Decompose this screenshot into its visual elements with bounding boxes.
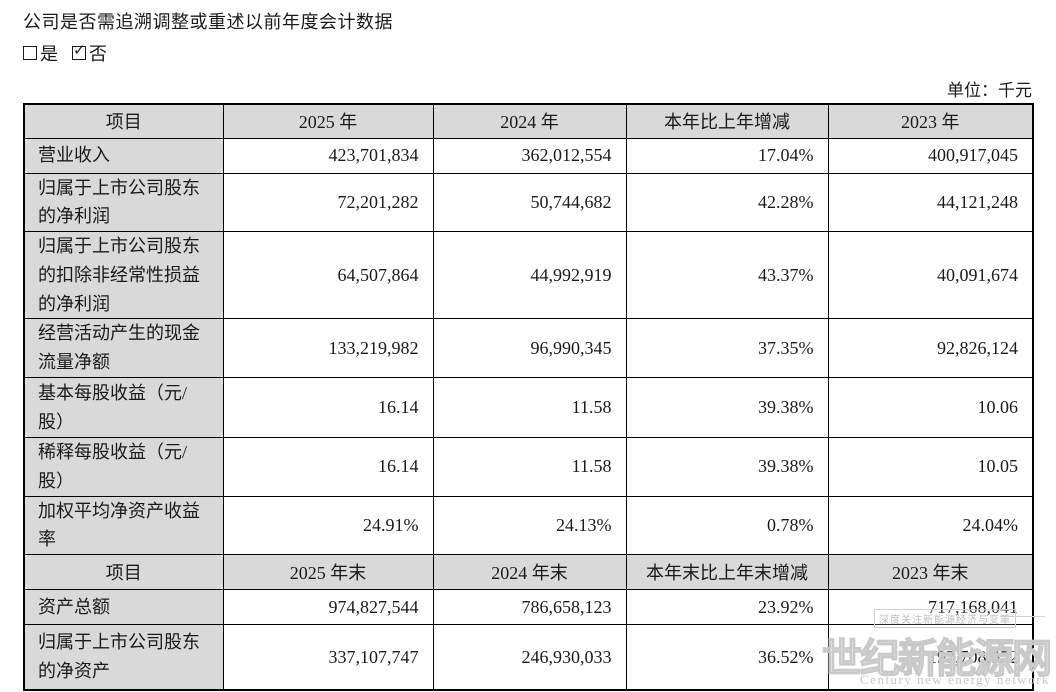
value-cell: 42.28%: [625, 172, 829, 233]
item-cell: 营业收入: [23, 137, 224, 174]
value-cell: 17.04%: [625, 137, 829, 174]
value-cell: 24.04%: [827, 495, 1034, 556]
value-cell: 337,107,747: [222, 624, 434, 691]
checkbox-unchecked-icon: [23, 46, 37, 60]
table-row: 稀释每股收益（元/股） 16.14 11.58 39.38% 10.05: [23, 437, 1034, 497]
column-header: 本年比上年增减: [625, 103, 829, 139]
table-row: 营业收入 423,701,834 362,012,554 17.04% 400,…: [23, 137, 1034, 174]
value-cell: 24.13%: [432, 495, 627, 556]
item-cell: 加权平均净资产收益率: [23, 495, 224, 556]
value-cell: 11.58: [432, 377, 627, 439]
value-cell: 40,091,674: [827, 231, 1034, 320]
column-header: 2023 年: [827, 103, 1034, 139]
item-cell: 归属于上市公司股东的净利润: [23, 172, 224, 233]
column-header: 项目: [23, 103, 224, 139]
column-header: 2023 年末: [827, 554, 1034, 591]
value-cell: 246,930,033: [432, 624, 627, 691]
table-header-row-yearend: 项目 2025 年末 2024 年末 本年末比上年末增减 2023 年末: [23, 554, 1034, 591]
item-cell: 资产总额: [23, 589, 224, 626]
checkbox-checked-icon: [72, 41, 86, 60]
value-cell: 44,992,919: [432, 231, 627, 320]
value-cell: 717,168,041: [827, 589, 1034, 626]
value-cell: 92,826,124: [827, 318, 1034, 379]
value-cell: 50,744,682: [432, 172, 627, 233]
table-header-row-annual: 项目 2025 年 2024 年 本年比上年增减 2023 年: [23, 103, 1034, 139]
table-row: 归属于上市公司股东的净资产 337,107,747 246,930,033 36…: [23, 624, 1034, 691]
value-cell: 23.92%: [625, 589, 829, 626]
item-cell: 归属于上市公司股东的扣除非经常性损益的净利润: [23, 231, 224, 320]
value-cell: 24.91%: [222, 495, 434, 556]
column-header: 本年末比上年末增减: [625, 554, 829, 591]
table-row: 归属于上市公司股东的扣除非经常性损益的净利润 64,507,864 44,992…: [23, 231, 1034, 320]
question-text: 公司是否需追溯调整或重述以前年度会计数据: [23, 12, 393, 32]
value-cell: 39.38%: [625, 377, 829, 439]
item-cell: 归属于上市公司股东的净资产: [23, 624, 224, 691]
value-cell: 400,917,045: [827, 137, 1034, 174]
value-cell: 72,201,282: [222, 172, 434, 233]
value-cell: 0.78%: [625, 495, 829, 556]
table-row: 资产总额 974,827,544 786,658,123 23.92% 717,…: [23, 589, 1034, 626]
value-cell: 974,827,544: [222, 589, 434, 626]
value-cell: 133,219,982: [222, 318, 434, 379]
column-header: 2024 年末: [432, 554, 627, 591]
value-cell: 786,658,123: [432, 589, 627, 626]
financial-summary-table: 项目 2025 年 2024 年 本年比上年增减 2023 年 营业收入 423…: [23, 103, 1034, 691]
value-cell: 16.14: [222, 437, 434, 497]
value-cell: 423,701,834: [222, 137, 434, 174]
column-header: 2025 年: [222, 103, 434, 139]
value-cell: 10.05: [827, 437, 1034, 497]
table-row: 基本每股收益（元/股） 16.14 11.58 39.38% 10.06: [23, 377, 1034, 439]
value-cell: 44,121,248: [827, 172, 1034, 233]
value-cell: 39.38%: [625, 437, 829, 497]
checkbox-line: 是 否: [23, 40, 107, 66]
value-cell: 11.58: [432, 437, 627, 497]
column-header: 2025 年末: [222, 554, 434, 591]
value-cell: 197,708,052: [827, 624, 1034, 691]
value-cell: 64,507,864: [222, 231, 434, 320]
value-cell: 96,990,345: [432, 318, 627, 379]
checkbox-yes-label: 是: [40, 44, 58, 64]
table-row: 加权平均净资产收益率 24.91% 24.13% 0.78% 24.04%: [23, 495, 1034, 556]
value-cell: 37.35%: [625, 318, 829, 379]
value-cell: 362,012,554: [432, 137, 627, 174]
value-cell: 16.14: [222, 377, 434, 439]
checkbox-group-yes: 是: [23, 40, 58, 66]
checkbox-no-label: 否: [89, 44, 107, 64]
column-header: 2024 年: [432, 103, 627, 139]
column-header: 项目: [23, 554, 224, 591]
value-cell: 36.52%: [625, 624, 829, 691]
table-row: 归属于上市公司股东的净利润 72,201,282 50,744,682 42.2…: [23, 172, 1034, 233]
item-cell: 经营活动产生的现金流量净额: [23, 318, 224, 379]
item-cell: 稀释每股收益（元/股）: [23, 437, 224, 497]
table-row: 经营活动产生的现金流量净额 133,219,982 96,990,345 37.…: [23, 318, 1034, 379]
value-cell: 10.06: [827, 377, 1034, 439]
unit-label: 单位：千元: [947, 81, 1032, 100]
item-cell: 基本每股收益（元/股）: [23, 377, 224, 439]
checkbox-group-no: 否: [72, 40, 107, 66]
value-cell: 43.37%: [625, 231, 829, 320]
